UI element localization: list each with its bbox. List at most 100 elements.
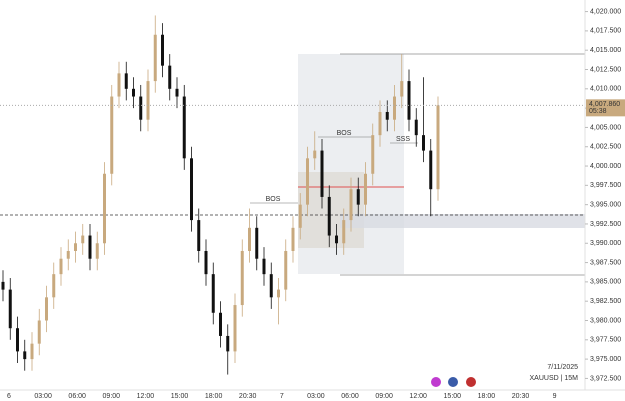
annotation: BOS xyxy=(337,130,352,137)
candle-body xyxy=(262,258,266,275)
candle-body xyxy=(393,96,396,120)
fvg-zone xyxy=(340,214,585,228)
y-tick-label: 3,992.500 xyxy=(590,221,621,228)
candle-body xyxy=(161,34,164,66)
candle-body xyxy=(45,297,48,321)
y-tick-label: 3,980.000 xyxy=(590,317,621,324)
candle-body xyxy=(356,189,360,205)
candle-body xyxy=(385,111,389,120)
candle-body xyxy=(371,135,375,174)
x-tick-label: 7 xyxy=(280,393,284,400)
candle-body xyxy=(175,88,179,97)
y-tick-label: 4,020.000 xyxy=(590,8,621,15)
candle-body xyxy=(219,312,222,336)
candle-body xyxy=(240,250,244,306)
candle-body xyxy=(182,96,186,159)
x-tick-label: 06:00 xyxy=(341,393,359,400)
candle-body xyxy=(364,173,367,205)
y-tick-label: 3,990.000 xyxy=(590,240,621,247)
x-tick-label: 15:00 xyxy=(444,393,462,400)
countdown-label: 05:38 xyxy=(589,108,607,115)
candle-body xyxy=(110,96,114,174)
candle-body xyxy=(414,119,418,136)
icon[interactable] xyxy=(448,377,458,387)
price-tag-label: 4,007.860 xyxy=(589,101,620,108)
candle-body xyxy=(66,250,70,259)
candle-body xyxy=(400,81,404,97)
candle-body xyxy=(226,335,230,352)
y-tick-label: 4,015.000 xyxy=(590,47,621,54)
candle-body xyxy=(298,204,302,228)
x-tick-label: 18:00 xyxy=(205,393,223,400)
y-tick-label: 4,005.000 xyxy=(590,124,621,131)
y-tick-label: 3,975.000 xyxy=(590,356,621,363)
y-tick-label: 3,985.000 xyxy=(590,279,621,286)
price-tag xyxy=(586,99,625,117)
candle-body xyxy=(284,250,288,290)
candle-body xyxy=(269,274,273,298)
candle-body xyxy=(407,81,411,120)
y-tick-label: 4,000.000 xyxy=(590,163,621,170)
candle-body xyxy=(327,196,331,236)
y-tick-label: 4,002.500 xyxy=(590,144,621,151)
candle-body xyxy=(197,220,201,251)
candle-body xyxy=(117,73,121,97)
x-tick-label: 09:00 xyxy=(375,393,393,400)
x-tick-label: 20:30 xyxy=(239,393,257,400)
x-tick-label: 15:00 xyxy=(171,393,189,400)
candle-body xyxy=(277,289,280,298)
candle-body xyxy=(342,220,346,244)
candle-body xyxy=(248,227,251,251)
annotation: BOS xyxy=(266,196,281,203)
candle-body xyxy=(88,235,92,259)
candle-body xyxy=(153,34,157,82)
candle-body xyxy=(16,328,19,352)
candle-body xyxy=(103,173,106,244)
y-tick-label: 3,987.500 xyxy=(590,259,621,266)
candle-body xyxy=(349,189,353,221)
candle-body xyxy=(320,150,324,197)
candle-body xyxy=(335,235,338,244)
candle-body xyxy=(204,250,208,275)
candle-body xyxy=(211,274,215,313)
candle-body xyxy=(436,105,440,190)
y-tick-label: 3,982.500 xyxy=(590,298,621,305)
candle-body xyxy=(30,343,34,360)
candle-body xyxy=(233,305,237,352)
candle-body xyxy=(74,243,77,251)
candle-body xyxy=(429,150,433,190)
x-tick-label: 12:00 xyxy=(137,393,155,400)
candle-body xyxy=(378,111,382,136)
icon[interactable] xyxy=(466,377,476,387)
icon[interactable] xyxy=(431,377,441,387)
candle-body xyxy=(306,158,309,205)
x-tick-label: 20:30 xyxy=(512,393,530,400)
x-tick-label: 03:00 xyxy=(307,393,325,400)
candle-body xyxy=(132,88,135,97)
y-tick-label: 4,017.500 xyxy=(590,28,621,35)
candle-body xyxy=(95,243,99,259)
candle-body xyxy=(190,158,193,221)
x-tick-label: 6 xyxy=(7,393,11,400)
candle-body xyxy=(37,320,41,344)
candle-body xyxy=(124,73,128,89)
candle-body xyxy=(168,65,172,89)
candle-body xyxy=(8,289,12,329)
x-tick-label: 18:00 xyxy=(478,393,496,400)
y-tick-label: 4,010.000 xyxy=(590,86,621,93)
date-label: 7/11/2025 xyxy=(547,364,578,371)
candle-body xyxy=(139,96,143,120)
symbol-label: XAUUSD | 15M xyxy=(530,375,579,382)
x-tick-label: 09:00 xyxy=(103,393,121,400)
y-tick-label: 3,972.500 xyxy=(590,375,621,382)
candle-body xyxy=(81,235,85,244)
y-tick-label: 3,995.000 xyxy=(590,201,621,208)
candle-body xyxy=(59,258,63,275)
x-tick-label: 12:00 xyxy=(409,393,427,400)
candle-body xyxy=(52,274,56,298)
y-tick-label: 3,997.500 xyxy=(590,182,621,189)
candle-body xyxy=(146,81,150,120)
candle-body xyxy=(422,135,425,151)
y-tick-label: 3,977.500 xyxy=(590,337,621,344)
